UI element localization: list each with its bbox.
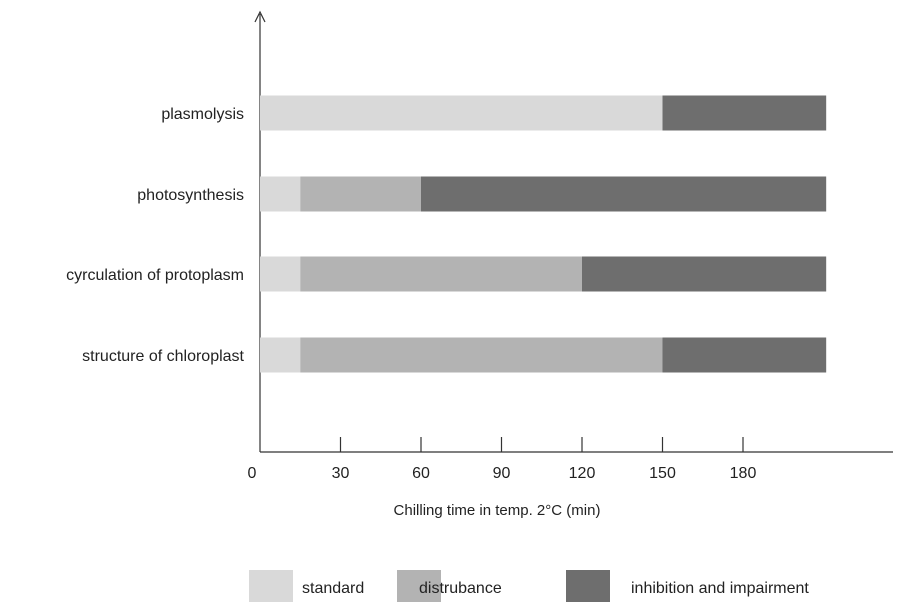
- category-label: plasmolysis: [161, 106, 244, 123]
- category-label: photosynthesis: [137, 187, 244, 204]
- legend-swatch-3: [566, 570, 610, 602]
- legend-label-2: distrubance: [419, 580, 502, 597]
- bar-4-series-1: [260, 337, 301, 373]
- legend-swatch-2: [397, 570, 441, 602]
- x-tick-label: 0: [248, 465, 257, 482]
- legend-label-3: inhibition and impairment: [631, 580, 809, 597]
- x-tick-label: 120: [569, 465, 596, 482]
- legend-label-1: standard: [302, 580, 364, 597]
- legend: standard distrubance inhibition and impair…: [249, 570, 809, 602]
- category-label: cyrculation of protoplasm: [66, 267, 244, 284]
- bar-1-series-1: [260, 95, 663, 131]
- x-tick-label: 150: [649, 465, 676, 482]
- bar-2-series-1: [260, 176, 301, 212]
- bar-3-series-2: [300, 256, 582, 292]
- x-tick-label: 30: [332, 465, 350, 482]
- x-tick-label: 180: [730, 465, 757, 482]
- bar-4-series-3: [662, 337, 827, 373]
- x-axis-label: Chilling time in temp. 2°C (min): [394, 502, 601, 519]
- y-axis-arrow: [254, 10, 266, 23]
- category-labels: plasmolysis photosynthesis cyrculation of …: [66, 106, 244, 365]
- bar-1-series-3: [662, 95, 827, 131]
- bars: [260, 95, 827, 373]
- category-label: structure of chloroplast: [82, 348, 244, 365]
- x-tick-label: 90: [493, 465, 511, 482]
- bar-3-series-3: [582, 256, 827, 292]
- bar-2-series-2: [300, 176, 421, 212]
- bar-4-series-2: [300, 337, 663, 373]
- x-tick-label: 60: [412, 465, 430, 482]
- x-ticks: 0 30 60 90 120 150 180: [248, 437, 757, 482]
- bar-3-series-1: [260, 256, 301, 292]
- bar-2-series-3: [421, 176, 827, 212]
- axes: [254, 10, 893, 453]
- legend-swatch-1: [249, 570, 293, 602]
